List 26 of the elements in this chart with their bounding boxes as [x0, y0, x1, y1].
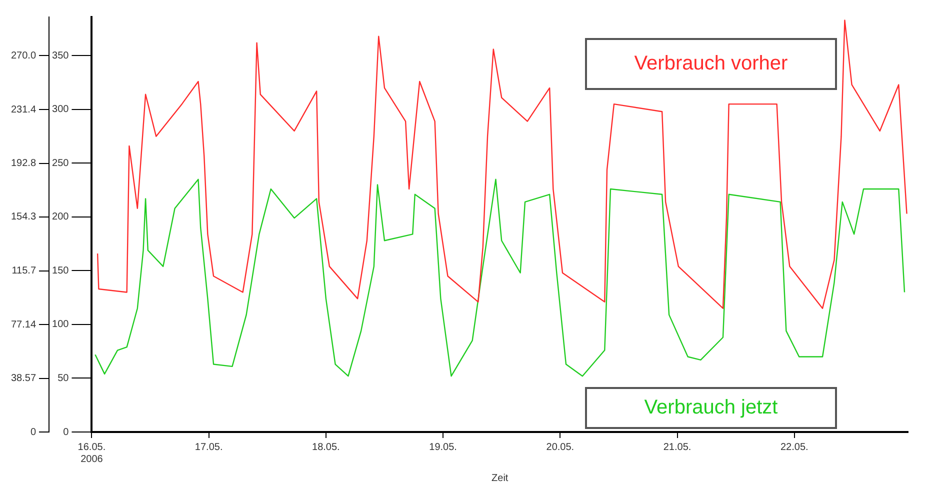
y2-tick-label: 270.0: [10, 50, 36, 62]
y2-tick-label: 192.8: [10, 158, 36, 170]
series-label: Verbrauch vorher: [634, 52, 788, 75]
y-tick-label: 150: [52, 265, 70, 276]
x-tick-label: 16.05. 2006: [78, 442, 106, 465]
x-tick-label: 21.05.: [663, 442, 692, 453]
y-tick-label: 100: [52, 319, 70, 330]
y-tick-label: 250: [52, 158, 70, 169]
x-tick-label: 18.05.: [312, 442, 340, 453]
y2-tick-label: 231.4: [10, 104, 36, 116]
x-axis-title: Zeit: [492, 472, 508, 484]
y-tick-label: 200: [52, 212, 70, 223]
x-tick-label: 20.05.: [546, 442, 574, 453]
y-tick-label: 300: [52, 104, 70, 116]
x-tick-label: 19.05.: [429, 442, 457, 453]
y-tick-label: 0: [63, 426, 70, 438]
x-tick-label: 17.05.: [194, 442, 223, 453]
y2-tick-label: 115.7: [12, 266, 36, 277]
y-tick-label: 50: [58, 372, 70, 384]
y2-tick-label: 77.14: [10, 319, 36, 330]
y-tick-label: 350: [52, 50, 70, 62]
y2-tick-label: 154.3: [10, 212, 36, 223]
y2-tick-label: 0: [30, 426, 36, 438]
y2-tick-label: 38.57: [10, 373, 36, 384]
x-tick-label: 22.05.: [780, 442, 808, 453]
text: Verbrauch jetzt: [644, 396, 778, 419]
